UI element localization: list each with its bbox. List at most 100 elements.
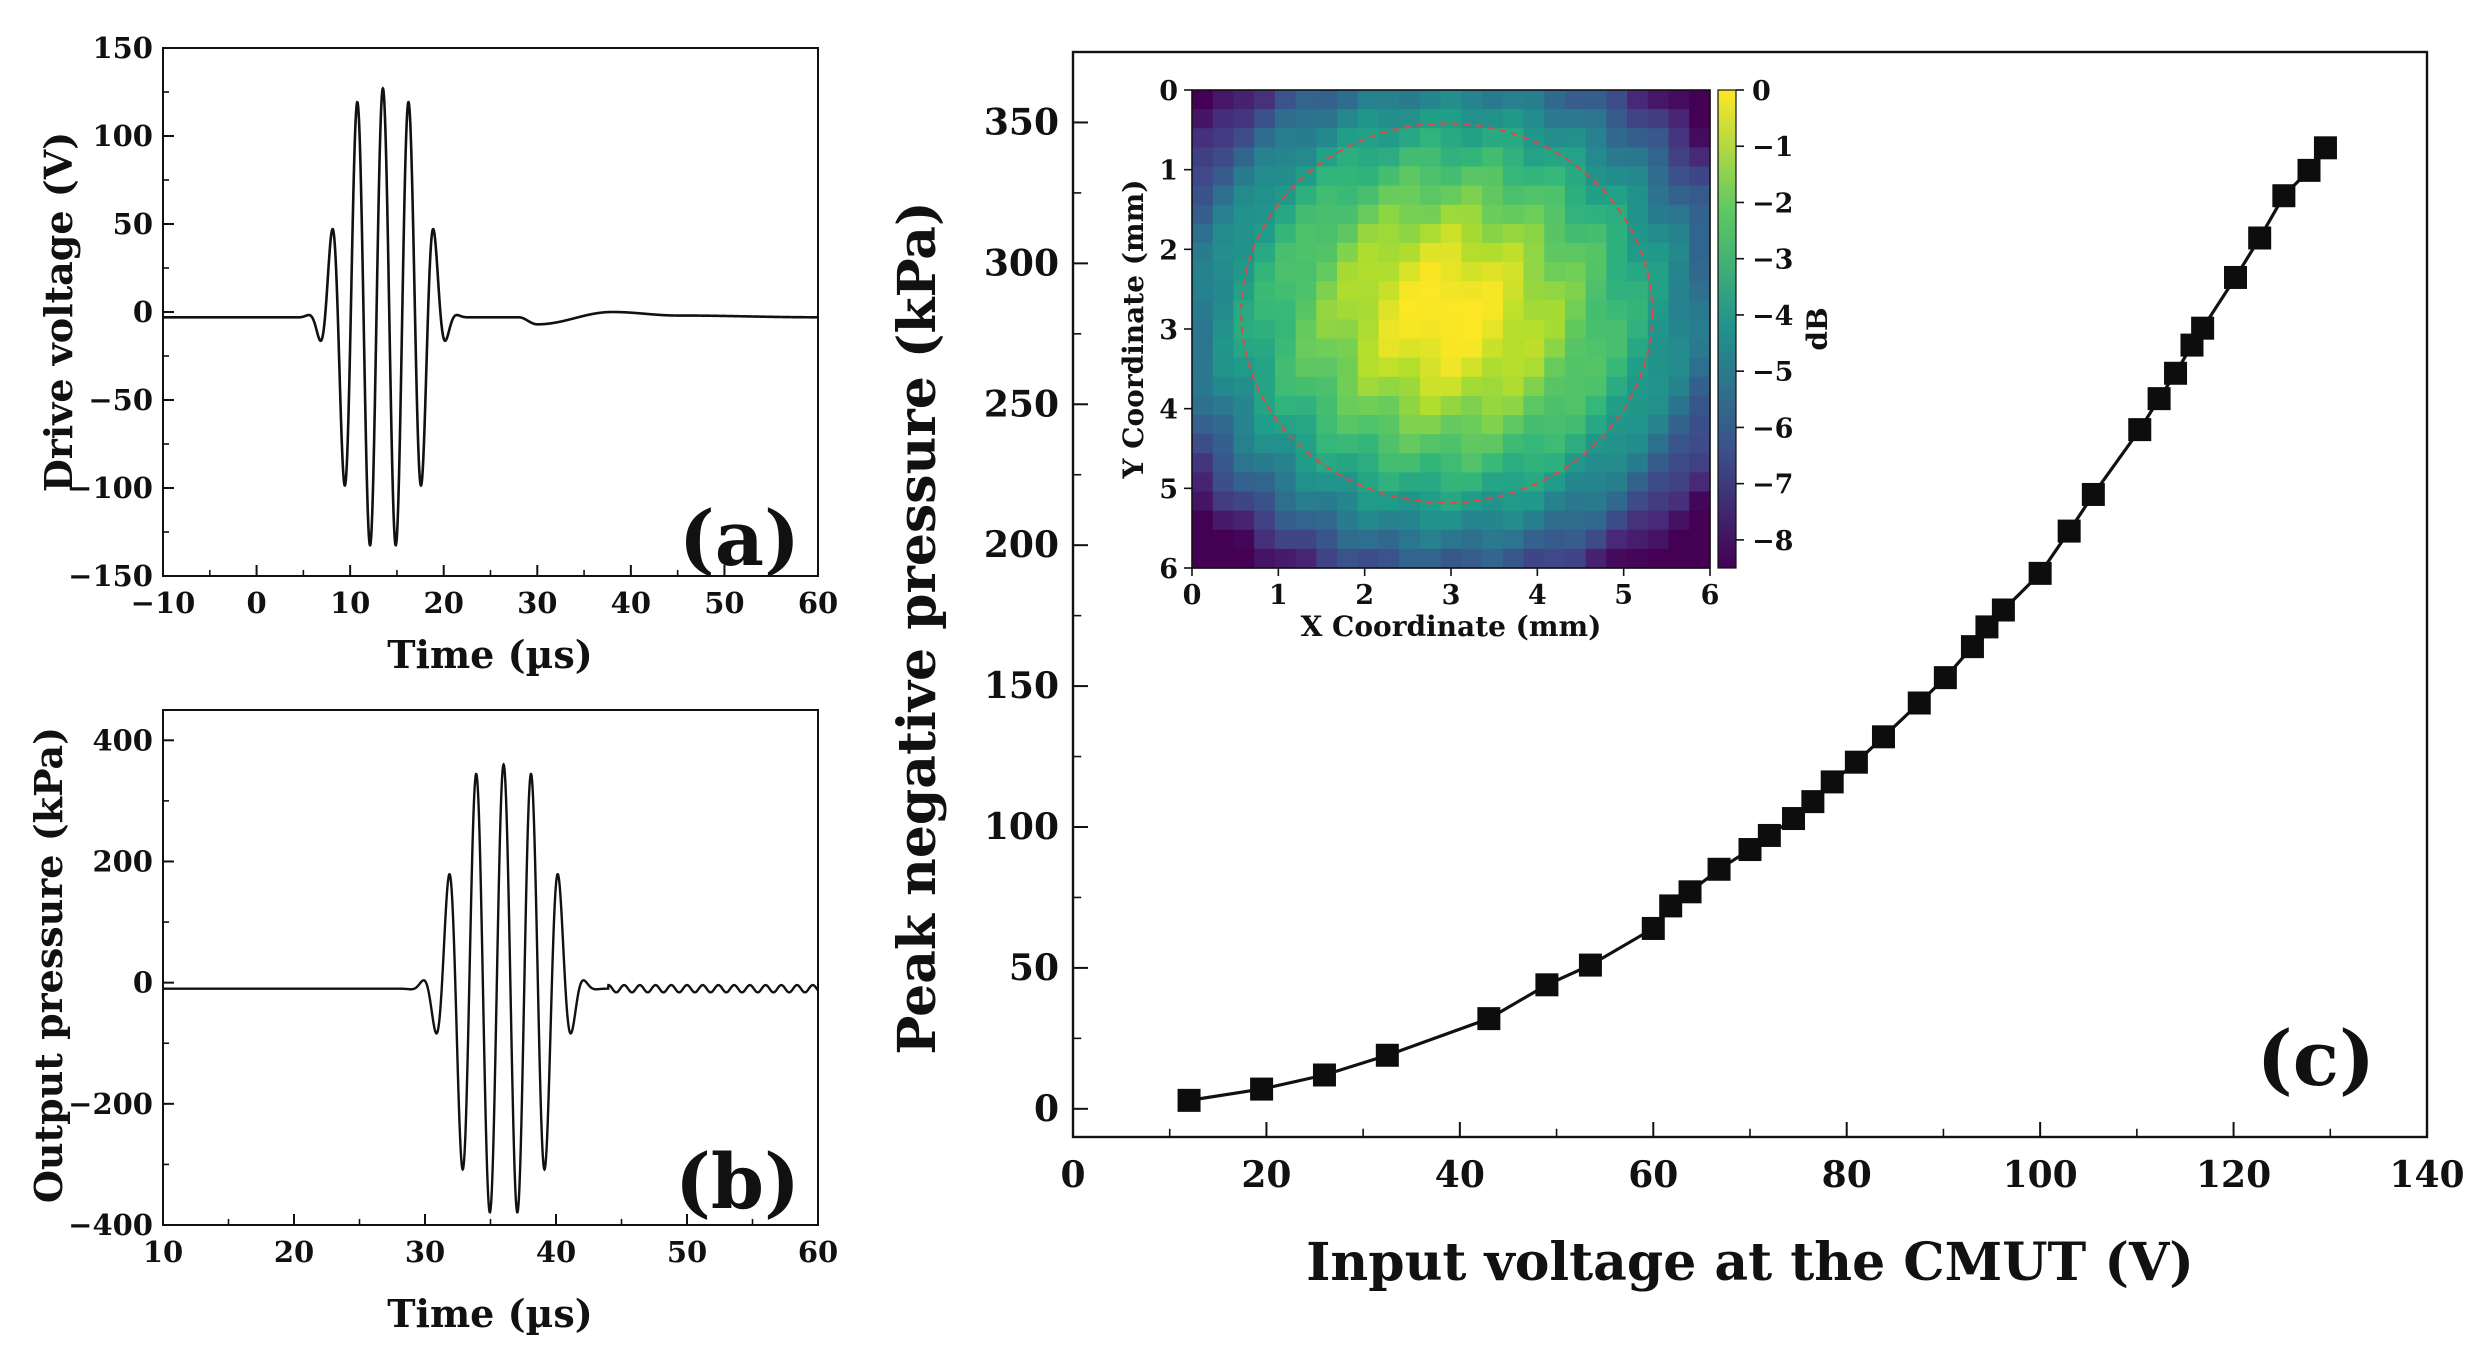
heatmap-cell — [1192, 185, 1214, 206]
data-point-marker — [2164, 361, 2188, 385]
heatmap-cell — [1254, 166, 1276, 187]
heatmap-cell — [1378, 90, 1400, 110]
heatmap-cell — [1523, 529, 1545, 550]
heatmap-cell — [1440, 338, 1462, 359]
panel-c-y-axis-label: Peak negative pressure (kPa) — [887, 201, 948, 1054]
heatmap-cell — [1212, 109, 1235, 129]
heatmap-cell — [1627, 185, 1649, 206]
data-point-marker — [1659, 894, 1683, 918]
heatmap-cell — [1627, 147, 1649, 168]
heatmap-cell — [1233, 242, 1255, 263]
heatmap-cell — [1689, 395, 1711, 416]
data-point-marker — [1907, 691, 1931, 715]
heatmap-cell — [1295, 510, 1317, 531]
heatmap-cell — [1337, 90, 1359, 110]
heatmap-cell — [1295, 357, 1317, 378]
heatmap-cell — [1564, 300, 1587, 321]
heatmap-cell — [1647, 319, 1670, 340]
data-point-marker — [1820, 770, 1844, 794]
heatmap-cell — [1419, 395, 1442, 416]
heatmap-cell — [1399, 434, 1421, 454]
data-point-marker — [1871, 725, 1895, 749]
heatmap-cell — [1564, 434, 1587, 454]
heatmap-cell — [1647, 262, 1670, 282]
heatmap-cell — [1564, 491, 1587, 512]
heatmap-cell — [1689, 434, 1711, 454]
heatmap-cell — [1689, 128, 1711, 148]
heatmap-cell — [1399, 204, 1421, 225]
heatmap-cell — [1316, 242, 1338, 263]
heatmap-cell — [1461, 319, 1483, 340]
heatmap-cell — [1689, 109, 1711, 129]
heatmap-cell — [1689, 204, 1711, 225]
heatmap-cell — [1606, 510, 1628, 531]
heatmap-cell — [1523, 510, 1545, 531]
heatmap-cell — [1544, 128, 1566, 148]
data-point-marker — [2313, 136, 2337, 160]
heatmap-cell — [1502, 376, 1525, 397]
inset-y-tick-label: 0 — [1159, 76, 1178, 107]
heatmap-cell — [1564, 529, 1587, 550]
heatmap-cell — [1274, 128, 1297, 148]
heatmap-cell — [1337, 281, 1359, 301]
heatmap-cell — [1647, 472, 1670, 493]
heatmap-cell — [1523, 147, 1545, 168]
heatmap-cell — [1212, 128, 1235, 148]
heatmap-cell — [1668, 281, 1690, 301]
heatmap-cell — [1564, 262, 1587, 282]
heatmap-cell — [1337, 300, 1359, 321]
heatmap-cell — [1647, 223, 1670, 244]
heatmap-cell — [1461, 376, 1483, 397]
heatmap-cell — [1627, 90, 1649, 110]
heatmap-cell — [1647, 415, 1670, 435]
heatmap-cell — [1523, 204, 1545, 225]
heatmap-cell — [1419, 529, 1442, 550]
heatmap-cell — [1523, 548, 1545, 569]
heatmap-cell — [1212, 147, 1235, 168]
x-tick-label: 30 — [517, 586, 557, 620]
heatmap-cell — [1233, 338, 1255, 359]
heatmap-cell — [1192, 128, 1214, 148]
heatmap-cell — [1668, 147, 1690, 168]
heatmap-cell — [1647, 185, 1670, 206]
heatmap-cell — [1440, 281, 1462, 301]
heatmap-cell — [1502, 223, 1525, 244]
heatmap-cell — [1399, 338, 1421, 359]
heatmap-cell — [1544, 453, 1566, 473]
heatmap-cell — [1606, 281, 1628, 301]
heatmap-cell — [1523, 281, 1545, 301]
data-point-marker — [2057, 519, 2081, 543]
heatmap-cell — [1233, 548, 1255, 569]
heatmap-cell — [1461, 395, 1483, 416]
heatmap-cell — [1482, 223, 1504, 244]
heatmap-cell — [1419, 281, 1442, 301]
panel-c-pressure-vs-voltage-chart: 0 20 40 60 80 100 120 140050100150200250300350 … — [887, 50, 2465, 1293]
heatmap-cell — [1254, 281, 1276, 301]
heatmap-cell — [1627, 510, 1649, 531]
heatmap-cell — [1192, 166, 1214, 187]
heatmap-cell — [1627, 472, 1649, 493]
colorbar-ticks: 0 −1 −2 −3 −4 −5 −6 −7 −8 — [1736, 76, 1793, 557]
x-tick-label: 0 — [246, 586, 266, 620]
colorbar-tick-label: −3 — [1752, 245, 1793, 276]
heatmap-cell — [1482, 376, 1504, 397]
inset-y-tick-label: 1 — [1159, 156, 1178, 187]
heatmap-cell — [1502, 128, 1525, 148]
data-point-marker — [1782, 807, 1806, 831]
y-tick-label: −400 — [68, 1208, 153, 1242]
heatmap-cell — [1544, 376, 1566, 397]
heatmap-cell — [1440, 204, 1462, 225]
heatmap-cell — [1689, 529, 1711, 550]
heatmap-cell — [1399, 510, 1421, 531]
heatmap-cell — [1419, 319, 1442, 340]
heatmap-cell — [1544, 319, 1566, 340]
heatmap-cell — [1668, 166, 1690, 187]
heatmap-cell — [1316, 281, 1338, 301]
heatmap-cell — [1254, 376, 1276, 397]
heatmap-cell — [1419, 166, 1442, 187]
heatmap-cell — [1316, 90, 1338, 110]
data-point-marker — [1678, 880, 1702, 904]
inset-y-tick-label: 6 — [1159, 554, 1178, 585]
heatmap-cell — [1647, 204, 1670, 225]
heatmap-cell — [1295, 491, 1317, 512]
